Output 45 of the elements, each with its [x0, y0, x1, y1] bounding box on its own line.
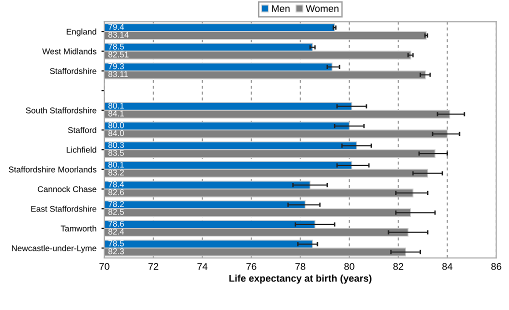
data-label: 79.4: [108, 24, 124, 30]
data-label: 79.3: [108, 63, 124, 70]
x-tick-label: 82: [393, 263, 404, 270]
y-tick-label: East Staffordshire: [31, 206, 96, 212]
data-label: 80.1: [108, 102, 124, 109]
data-label: 82.6: [108, 189, 124, 196]
legend-label: Women: [306, 5, 338, 12]
data-label: 78.2: [108, 201, 124, 208]
data-label: 84.1: [108, 110, 124, 116]
data-label: 82.51: [108, 52, 128, 58]
y-tick-label: Lichfield: [66, 146, 96, 153]
x-tick-label: 74: [197, 263, 208, 270]
legend-label: Men: [272, 5, 290, 12]
y-tick-label: Staffordshire: [50, 68, 96, 74]
data-label: 82.3: [108, 248, 124, 254]
y-tick-label: Stafford: [68, 126, 96, 134]
x-tick-label: 76: [246, 263, 256, 270]
y-tick-label: West Midlands: [42, 48, 96, 54]
data-label: 78.5: [108, 240, 124, 246]
x-tick-label: 72: [148, 263, 158, 270]
data-label: 82.5: [108, 208, 124, 215]
x-tick-label: 78: [295, 263, 306, 270]
x-axis-title: Life expectancy at birth (years): [229, 274, 372, 284]
data-label: 78.6: [108, 220, 124, 227]
y-tick-label: England: [66, 28, 96, 36]
data-label: 83.5: [108, 150, 124, 156]
y-tick-label: Cannock Chase: [38, 186, 96, 192]
x-tick-label: 80: [344, 263, 354, 270]
y-tick-label: South Staffordshire: [26, 107, 96, 114]
x-tick-label: 84: [442, 263, 452, 270]
y-tick-label: Newcastle-under-Lyme: [12, 245, 96, 253]
data-label: 78.4: [108, 181, 124, 188]
data-label: 83.14: [108, 32, 129, 38]
data-label: 80.0: [108, 122, 124, 128]
data-label: 83.11: [108, 71, 128, 78]
x-tick-label: 86: [491, 263, 502, 270]
x-tick-label: 70: [99, 263, 110, 270]
data-label: 83.2: [108, 170, 124, 176]
data-label: 80.1: [108, 162, 124, 168]
data-label: 82.4: [108, 228, 124, 235]
y-tick-label: Staffordshire Moorlands: [8, 166, 96, 172]
data-label: 78.5: [108, 44, 124, 50]
y-tick-label: Tamworth: [60, 225, 96, 232]
data-label: 80.3: [108, 142, 124, 148]
data-label: 84.0: [108, 130, 124, 136]
